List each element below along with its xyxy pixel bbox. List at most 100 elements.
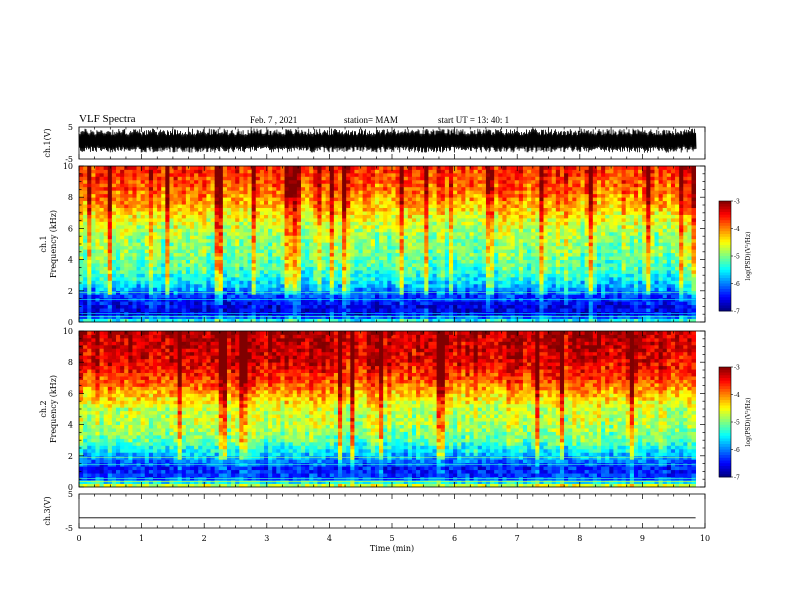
spectrogram-cell <box>243 204 248 208</box>
spectrogram-cell <box>173 197 179 202</box>
spectrogram-cell <box>403 315 409 319</box>
spectrogram-cell <box>239 270 244 274</box>
spectrogram-cell <box>465 301 470 306</box>
spectrogram-cell <box>189 200 195 205</box>
spectrogram-cell <box>181 273 187 278</box>
spectrogram-cell <box>255 228 261 233</box>
spectrogram-cell <box>202 270 207 274</box>
spectrogram-cell <box>177 242 183 247</box>
spectrogram-cell <box>116 224 121 229</box>
spectrogram-cell <box>321 263 327 267</box>
spectrogram-cell <box>321 245 327 250</box>
spectrogram-cell <box>140 221 146 226</box>
spectrogram-cell <box>395 242 401 247</box>
spectrogram-cell <box>317 301 322 306</box>
spectrogram-cell <box>502 259 507 264</box>
spectrogram-cell <box>161 197 166 202</box>
spectrogram-cell <box>124 249 129 254</box>
spectrogram-cell <box>198 315 203 319</box>
spectrogram-cell <box>498 186 503 191</box>
spectrogram-cell <box>95 186 100 191</box>
spectrogram-cell <box>321 221 327 226</box>
spectrogram-cell <box>255 287 261 292</box>
spectrogram-cell <box>218 270 224 274</box>
start-time-label: start UT = 13: 40: 1 <box>438 115 510 125</box>
spectrogram-cell <box>222 315 228 319</box>
spectrogram-cell <box>136 179 142 184</box>
spectrogram-cell <box>411 270 417 274</box>
spectrogram-cell <box>152 197 158 202</box>
spectrogram-cell <box>490 197 495 202</box>
spectrogram-cell <box>124 169 129 174</box>
spectrogram-cell <box>210 238 216 243</box>
spectrogram-cell <box>239 197 244 202</box>
spectrogram-cell <box>469 263 475 267</box>
spectrogram-cell <box>370 238 376 243</box>
spectrogram-cell <box>132 301 137 306</box>
spectrogram-cell <box>144 204 150 208</box>
spectrogram-cell <box>420 252 425 257</box>
spectrogram-cell <box>522 193 528 198</box>
spectrogram-cell <box>148 304 154 309</box>
spectrogram-cell <box>395 266 401 271</box>
spectrogram-cell <box>387 276 392 281</box>
spectrogram-cell <box>485 242 491 247</box>
spectrogram-cell <box>157 183 162 188</box>
spectrogram-cell <box>329 235 335 240</box>
spectrogram-cell <box>317 190 322 195</box>
spectrogram-cell <box>181 179 187 184</box>
spectrogram-cell <box>194 169 199 174</box>
spectrogram-cell <box>140 256 146 260</box>
spectrogram-cell <box>243 270 248 274</box>
spectrogram-cell <box>411 294 417 299</box>
spectrogram-cell <box>280 287 285 292</box>
spectrogram-cell <box>210 283 216 288</box>
spectrogram-cell <box>247 190 253 195</box>
spectrogram-cell <box>321 315 327 319</box>
spectrogram-cell <box>177 287 183 292</box>
spectrogram-cell <box>416 231 421 236</box>
spectrogram-cell <box>157 172 162 177</box>
spectrogram-cell <box>305 179 310 184</box>
spectrogram-cell <box>194 263 199 267</box>
spectrogram-cell <box>284 263 290 267</box>
spectrogram-cell <box>395 218 401 222</box>
spectrogram-cell <box>453 200 458 205</box>
spectrogram-cell <box>276 276 281 281</box>
spectrogram-cell <box>206 252 211 257</box>
spectrogram-cell <box>296 315 302 319</box>
spectrogram-cell <box>280 221 285 226</box>
spectrogram-cell <box>272 318 277 323</box>
spectrogram-cell <box>403 245 409 250</box>
spectrogram-cell <box>198 200 203 205</box>
spectrogram-cell <box>313 318 318 323</box>
spectrogram-cell <box>518 287 524 292</box>
spectrogram-cell <box>498 270 503 274</box>
spectrogram-cell <box>477 221 483 226</box>
spectrogram-cell <box>309 276 314 281</box>
spectrogram-cell <box>144 301 150 306</box>
spectrogram-cell <box>284 179 290 184</box>
spectrogram-cell <box>358 190 364 195</box>
spectrogram-cell <box>111 283 117 288</box>
spectrogram-cell <box>91 186 96 191</box>
spectrogram-cell <box>444 242 450 247</box>
spectrogram-cell <box>358 169 364 174</box>
spectrogram-cell <box>202 179 207 184</box>
spectrogram-cell <box>251 270 257 274</box>
spectrogram-cell <box>136 256 142 260</box>
spectrogram-cell <box>350 315 355 319</box>
spectrogram-cell <box>313 238 318 243</box>
spectrogram-cell <box>222 280 228 285</box>
spectrogram-cell <box>189 315 195 319</box>
spectrogram-cell <box>177 266 183 271</box>
spectrogram-cell <box>432 315 438 319</box>
spectrogram-cell <box>206 176 211 181</box>
spectrogram-cell <box>465 276 470 281</box>
spectrogram-cell <box>120 318 125 323</box>
spectrogram-cell <box>243 259 248 264</box>
spectrogram-cell <box>124 193 129 198</box>
spectrogram-cell <box>247 256 253 260</box>
spectrogram-cell <box>411 235 417 240</box>
spectrogram-cell <box>428 238 433 243</box>
